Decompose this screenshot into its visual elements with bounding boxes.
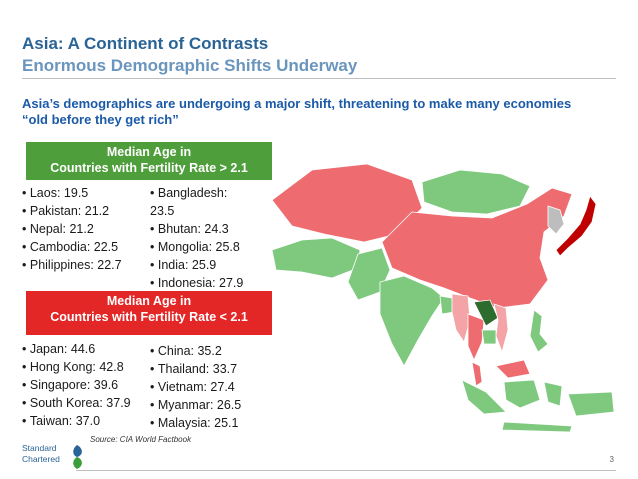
list-item: Hong Kong: 42.8 — [22, 358, 131, 376]
list-item: China: 35.2 — [150, 342, 241, 360]
high-fertility-list-col1: Laos: 19.5 Pakistan: 21.2 Nepal: 21.2 Ca… — [22, 184, 122, 274]
high-fertility-header-line2: Countries with Fertility Rate > 2.1 — [50, 161, 248, 175]
list-item: Mongolia: 25.8 — [150, 238, 243, 256]
map-region-philippines — [529, 309, 549, 353]
list-item: India: 25.9 — [150, 256, 243, 274]
list-item: Myanmar: 26.5 — [150, 396, 241, 414]
high-fertility-list-col2: Bangladesh: 23.5 Bhutan: 24.3 Mongolia: … — [150, 184, 243, 292]
low-fertility-list-col2: China: 35.2 Thailand: 33.7 Vietnam: 27.4… — [150, 342, 241, 432]
page-number: 3 — [609, 455, 614, 464]
high-fertility-header: Median Age in Countries with Fertility R… — [26, 142, 272, 180]
list-item: Japan: 44.6 — [22, 340, 131, 358]
logo-line1: Standard — [22, 443, 57, 453]
map-region-korea — [547, 205, 565, 235]
slide-subtitle: Enormous Demographic Shifts Underway — [22, 56, 358, 75]
title-divider — [22, 78, 616, 79]
map-region-west — [272, 237, 361, 279]
map-region-indonesia — [461, 379, 615, 433]
list-item: Thailand: 33.7 — [150, 360, 241, 378]
low-fertility-list-col1: Japan: 44.6 Hong Kong: 42.8 Singapore: 3… — [22, 340, 131, 430]
list-item: Indonesia: 27.9 — [150, 274, 244, 292]
list-item: South Korea: 37.9 — [22, 394, 131, 412]
list-item: Singapore: 39.6 — [22, 376, 131, 394]
map-region-thailand — [467, 313, 485, 361]
list-item: Malaysia: 25.1 — [150, 414, 241, 432]
low-fertility-header-line1: Median Age in — [106, 294, 192, 308]
footer-divider — [76, 470, 616, 471]
list-item: Laos: 19.5 — [22, 184, 122, 202]
asia-map — [272, 163, 615, 433]
map-region-vietnam — [493, 303, 509, 354]
map-region-myanmar — [451, 293, 471, 343]
map-region-mongolia — [421, 169, 531, 215]
list-item: Nepal: 21.2 — [22, 220, 122, 238]
high-fertility-header-line1: Median Age in — [106, 145, 192, 159]
list-item: Cambodia: 22.5 — [22, 238, 122, 256]
list-item: Taiwan: 37.0 — [22, 412, 131, 430]
low-fertility-header: Median Age in Countries with Fertility R… — [26, 291, 272, 335]
map-region-japan — [555, 195, 597, 257]
list-item-continuation: 23.5 — [150, 204, 175, 218]
map-region-china — [381, 187, 573, 309]
low-fertility-header-line2: Countries with Fertility Rate < 2.1 — [50, 310, 248, 324]
slide-title: Asia: A Continent of Contrasts — [22, 34, 269, 53]
logo-wordmark: Standard Chartered — [22, 443, 60, 465]
map-region-india — [379, 275, 445, 367]
intro-text: Asia’s demographics are undergoing a maj… — [22, 96, 572, 127]
map-region-cambodia — [481, 329, 497, 345]
source-note: Source: CIA World Factbook — [90, 435, 192, 444]
list-item: Pakistan: 21.2 — [22, 202, 122, 220]
logo-line2: Chartered — [22, 454, 60, 464]
map-region-malaysia — [471, 359, 531, 387]
list-item: Vietnam: 27.4 — [150, 378, 241, 396]
list-item: Philippines: 22.7 — [22, 256, 122, 274]
company-logo: Standard Chartered — [22, 443, 112, 473]
logo-icon — [73, 445, 82, 469]
list-item: Bhutan: 24.3 — [150, 220, 243, 238]
list-item: Bangladesh: — [150, 184, 243, 202]
